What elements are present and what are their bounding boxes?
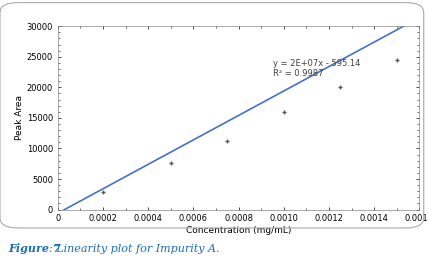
Y-axis label: Peak Area: Peak Area [15, 95, 24, 140]
X-axis label: Concentration (mg/mL): Concentration (mg/mL) [186, 226, 291, 235]
Text: y = 2E+07x - 595.14
R² = 0.9987: y = 2E+07x - 595.14 R² = 0.9987 [273, 59, 360, 78]
Text: Figure 7: Figure 7 [9, 243, 61, 254]
Text: : Linearity plot for Impurity A.: : Linearity plot for Impurity A. [49, 244, 220, 254]
